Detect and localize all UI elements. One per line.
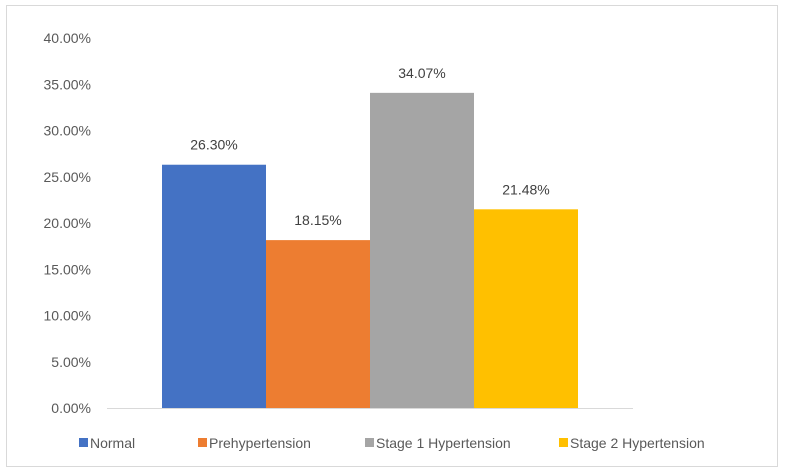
data-label-stage-1-hypertension: 34.07% [398, 65, 445, 81]
legend-item-stage-1-hypertension: Stage 1 Hypertension [365, 435, 511, 451]
legend-label: Stage 2 Hypertension [570, 435, 705, 451]
data-labels: 26.30% 18.15% 34.07% 21.48% [190, 65, 549, 228]
y-tick-label: 15.00% [44, 261, 91, 277]
y-tick-label: 20.00% [44, 215, 91, 231]
y-tick-label: 25.00% [44, 169, 91, 185]
legend-swatch [365, 438, 374, 447]
legend-swatch [198, 438, 207, 447]
legend-label: Stage 1 Hypertension [376, 435, 511, 451]
y-tick-label: 10.00% [44, 308, 91, 324]
y-tick-label: 0.00% [51, 400, 91, 416]
legend-item-normal: Normal [79, 435, 135, 451]
bar-stage-1-hypertension [370, 92, 474, 408]
legend-swatch [79, 438, 88, 447]
legend-swatch [559, 438, 568, 447]
legend-item-stage-2-hypertension: Stage 2 Hypertension [559, 435, 705, 451]
bar-stage-2-hypertension [474, 209, 578, 408]
y-tick-label: 5.00% [51, 354, 91, 370]
legend: Normal Prehypertension Stage 1 Hypertensio… [79, 435, 705, 451]
data-label-stage-2-hypertension: 21.48% [502, 181, 549, 197]
data-label-prehypertension: 18.15% [294, 212, 341, 228]
y-tick-label: 40.00% [44, 30, 91, 46]
bar-prehypertension [266, 240, 370, 408]
data-label-normal: 26.30% [190, 137, 237, 153]
legend-item-prehypertension: Prehypertension [198, 435, 311, 451]
bar-normal [162, 164, 266, 408]
bars [162, 92, 578, 408]
legend-label: Prehypertension [209, 435, 311, 451]
y-tick-label: 30.00% [44, 123, 91, 139]
y-tick-label: 35.00% [44, 76, 91, 92]
legend-label: Normal [90, 435, 135, 451]
y-axis-ticks: 0.00% 5.00% 10.00% 15.00% 20.00% 25.00% 30.00%… [44, 30, 91, 416]
